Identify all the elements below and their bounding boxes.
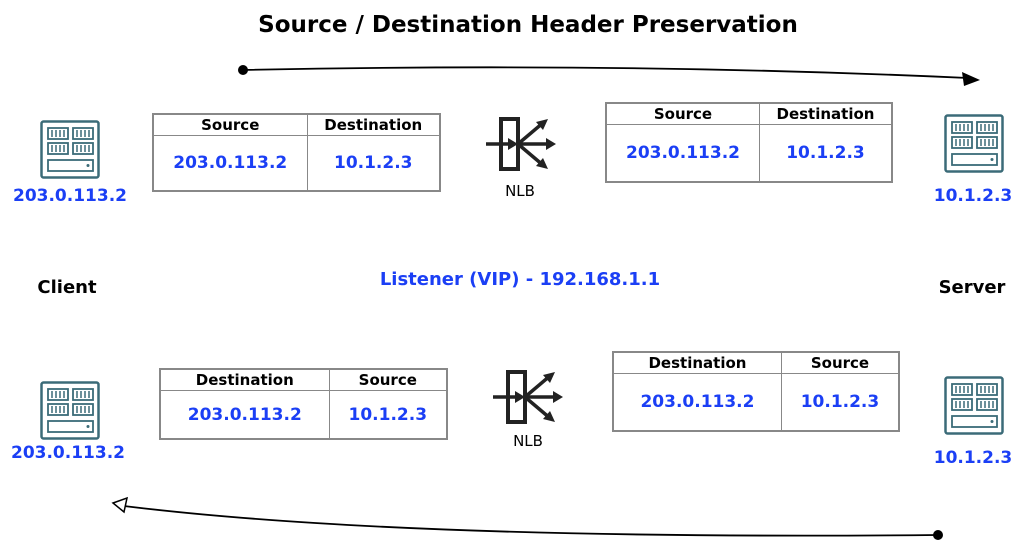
nlb-label-bottom: NLB <box>513 432 543 450</box>
diagram-title: Source / Destination Header Preservation <box>258 12 798 38</box>
request-server-side-header: Source Destination 203.0.113.2 10.1.2.3 <box>605 102 893 183</box>
client-server-icon-bottom <box>40 381 100 440</box>
column-header: Destination <box>160 369 330 391</box>
source-value: 10.1.2.3 <box>780 373 900 431</box>
destination-value: 10.1.2.3 <box>758 124 893 182</box>
client-ip-top: 203.0.113.2 <box>12 186 127 206</box>
client-label: Client <box>37 277 97 298</box>
column-header: Source <box>328 369 448 391</box>
response-arrow <box>111 496 943 540</box>
listener-vip: Listener (VIP) - 192.168.1.1 <box>379 269 661 290</box>
server-ip-bottom: 10.1.2.3 <box>933 448 1013 468</box>
server-label: Server <box>938 277 1006 298</box>
request-arrow <box>238 65 980 86</box>
client-ip-bottom: 203.0.113.2 <box>10 443 125 463</box>
server-icon-bottom <box>944 376 1004 435</box>
column-header: Destination <box>306 114 441 136</box>
destination-value: 203.0.113.2 <box>613 373 782 431</box>
column-header: Destination <box>758 103 893 125</box>
column-header: Source <box>153 114 308 136</box>
nlb-icon-top <box>486 117 556 171</box>
client-server-icon-top <box>40 120 100 179</box>
source-value: 203.0.113.2 <box>606 124 760 182</box>
destination-value: 203.0.113.2 <box>160 390 330 439</box>
server-icon-top <box>944 114 1004 173</box>
source-value: 203.0.113.2 <box>153 135 308 191</box>
column-header: Source <box>780 352 900 374</box>
destination-value: 10.1.2.3 <box>306 135 441 191</box>
source-value: 10.1.2.3 <box>328 390 448 439</box>
response-server-side-header: Destination Source 203.0.113.2 10.1.2.3 <box>612 351 900 432</box>
response-client-side-header: Destination Source 203.0.113.2 10.1.2.3 <box>159 368 448 440</box>
column-header: Destination <box>613 352 782 374</box>
nlb-label-top: NLB <box>505 182 535 200</box>
column-header: Source <box>606 103 760 125</box>
request-client-side-header: Source Destination 203.0.113.2 10.1.2.3 <box>152 113 441 192</box>
nlb-icon-bottom <box>493 370 563 424</box>
server-ip-top: 10.1.2.3 <box>933 186 1013 206</box>
